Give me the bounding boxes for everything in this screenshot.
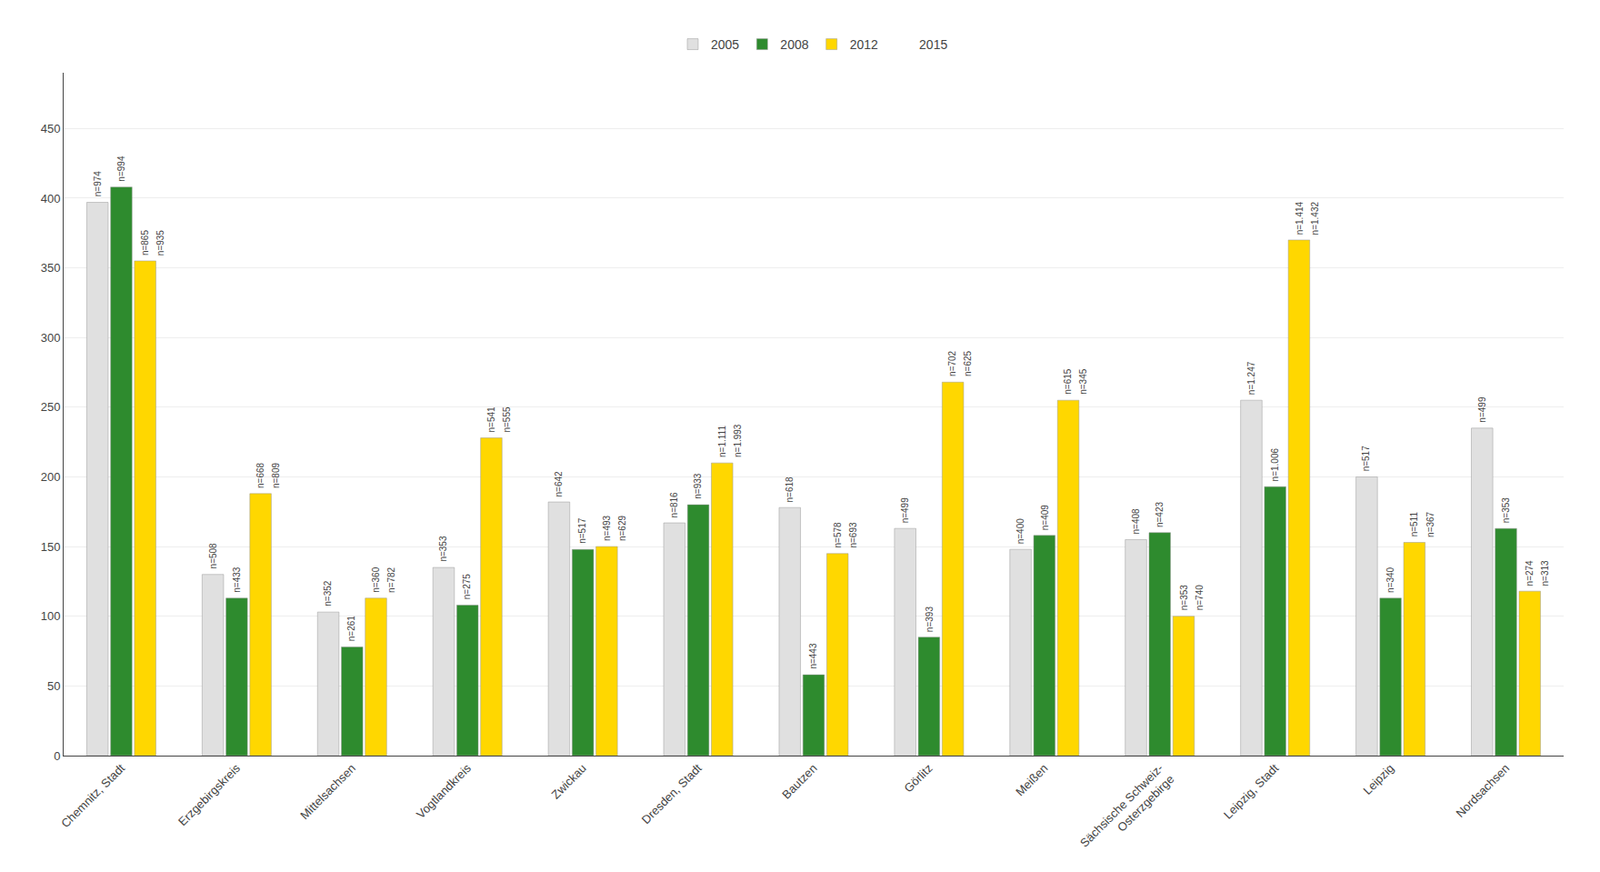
svg-text:n=499: n=499: [900, 497, 910, 524]
svg-text:n=360: n=360: [370, 566, 381, 593]
svg-text:n=393: n=393: [924, 606, 935, 633]
svg-text:n=974: n=974: [92, 170, 103, 198]
svg-text:Sächsische Schweiz-Osterzgebir: Sächsische Schweiz-Osterzgebirge: [1077, 760, 1177, 860]
svg-text:n=345: n=345: [1078, 368, 1089, 395]
svg-text:n=809: n=809: [270, 462, 281, 490]
svg-text:n=1.414: n=1.414: [1294, 200, 1305, 235]
svg-text:n=367: n=367: [1425, 510, 1436, 538]
svg-text:Dresden, Stadt: Dresden, Stadt: [639, 760, 705, 827]
svg-text:Nordsachsen: Nordsachsen: [1452, 760, 1512, 820]
svg-text:n=352: n=352: [322, 580, 333, 607]
svg-text:n=408: n=408: [1130, 508, 1141, 535]
svg-text:Bautzen: Bautzen: [779, 760, 820, 801]
svg-text:0: 0: [53, 749, 60, 763]
svg-text:2015: 2015: [919, 37, 948, 52]
svg-text:Zwickau: Zwickau: [549, 760, 590, 801]
svg-text:Chemnitz, Stadt: Chemnitz, Stadt: [58, 760, 128, 830]
svg-text:350: 350: [40, 260, 61, 275]
svg-text:n=1.111: n=1.111: [717, 425, 728, 458]
svg-text:n=423: n=423: [1154, 501, 1165, 529]
svg-text:n=1.432: n=1.432: [1310, 201, 1320, 236]
svg-text:n=578: n=578: [832, 521, 843, 549]
svg-text:n=933: n=933: [692, 472, 703, 500]
svg-text:n=625: n=625: [962, 350, 973, 377]
svg-text:2008: 2008: [780, 37, 809, 52]
svg-text:n=353: n=353: [1500, 497, 1511, 524]
svg-text:Mittelsachsen: Mittelsachsen: [297, 760, 359, 822]
svg-text:n=353: n=353: [1179, 584, 1190, 611]
svg-text:n=517: n=517: [577, 517, 588, 544]
svg-text:n=1.993: n=1.993: [732, 423, 743, 458]
svg-text:Leipzig: Leipzig: [1360, 760, 1398, 798]
svg-text:n=499: n=499: [1477, 396, 1488, 423]
svg-text:n=702: n=702: [947, 350, 958, 377]
svg-text:Erzgebirgskreis: Erzgebirgskreis: [175, 760, 243, 829]
svg-text:n=629: n=629: [617, 515, 628, 542]
svg-text:n=618: n=618: [784, 476, 795, 503]
svg-text:n=313: n=313: [1540, 560, 1550, 587]
svg-text:n=642: n=642: [553, 470, 564, 498]
svg-text:n=443: n=443: [808, 642, 819, 670]
svg-text:n=935: n=935: [155, 230, 166, 257]
svg-text:400: 400: [40, 190, 61, 205]
svg-text:n=275: n=275: [461, 573, 472, 600]
svg-text:n=668: n=668: [255, 461, 266, 489]
svg-text:n=555: n=555: [501, 406, 512, 433]
svg-text:n=865: n=865: [140, 230, 150, 257]
svg-text:n=409: n=409: [1040, 504, 1050, 531]
svg-text:n=511: n=511: [1409, 511, 1420, 538]
svg-text:Görlitz: Görlitz: [900, 760, 935, 795]
svg-text:n=994: n=994: [116, 155, 127, 182]
svg-text:n=508: n=508: [208, 542, 219, 570]
svg-text:n=261: n=261: [346, 615, 357, 642]
svg-text:50: 50: [47, 679, 60, 693]
svg-text:n=433: n=433: [231, 566, 242, 593]
svg-text:n=816: n=816: [669, 491, 680, 519]
svg-text:Meißen: Meißen: [1012, 760, 1050, 799]
svg-text:n=274: n=274: [1524, 560, 1535, 587]
svg-text:n=493: n=493: [601, 514, 612, 541]
svg-text:n=740: n=740: [1194, 584, 1205, 611]
svg-text:200: 200: [40, 470, 61, 484]
svg-text:2005: 2005: [710, 37, 740, 52]
svg-text:n=1.247: n=1.247: [1246, 360, 1257, 395]
svg-text:n=353: n=353: [438, 535, 449, 562]
svg-text:100: 100: [40, 609, 61, 623]
svg-text:n=400: n=400: [1015, 518, 1026, 545]
svg-text:Vogtlandkreis: Vogtlandkreis: [413, 760, 474, 821]
svg-text:n=693: n=693: [848, 521, 859, 549]
svg-text:250: 250: [40, 400, 61, 414]
svg-text:n=615: n=615: [1062, 368, 1073, 395]
svg-text:2012: 2012: [850, 37, 879, 52]
svg-text:n=517: n=517: [1360, 445, 1371, 472]
svg-text:n=340: n=340: [1385, 566, 1396, 593]
svg-text:n=782: n=782: [386, 566, 397, 593]
svg-text:n=541: n=541: [486, 406, 497, 433]
svg-text:450: 450: [40, 121, 61, 136]
svg-text:Leipzig, Stadt: Leipzig, Stadt: [1220, 760, 1282, 822]
svg-text:300: 300: [40, 330, 61, 345]
svg-text:150: 150: [40, 540, 61, 554]
svg-text:n=1.006: n=1.006: [1270, 448, 1280, 482]
